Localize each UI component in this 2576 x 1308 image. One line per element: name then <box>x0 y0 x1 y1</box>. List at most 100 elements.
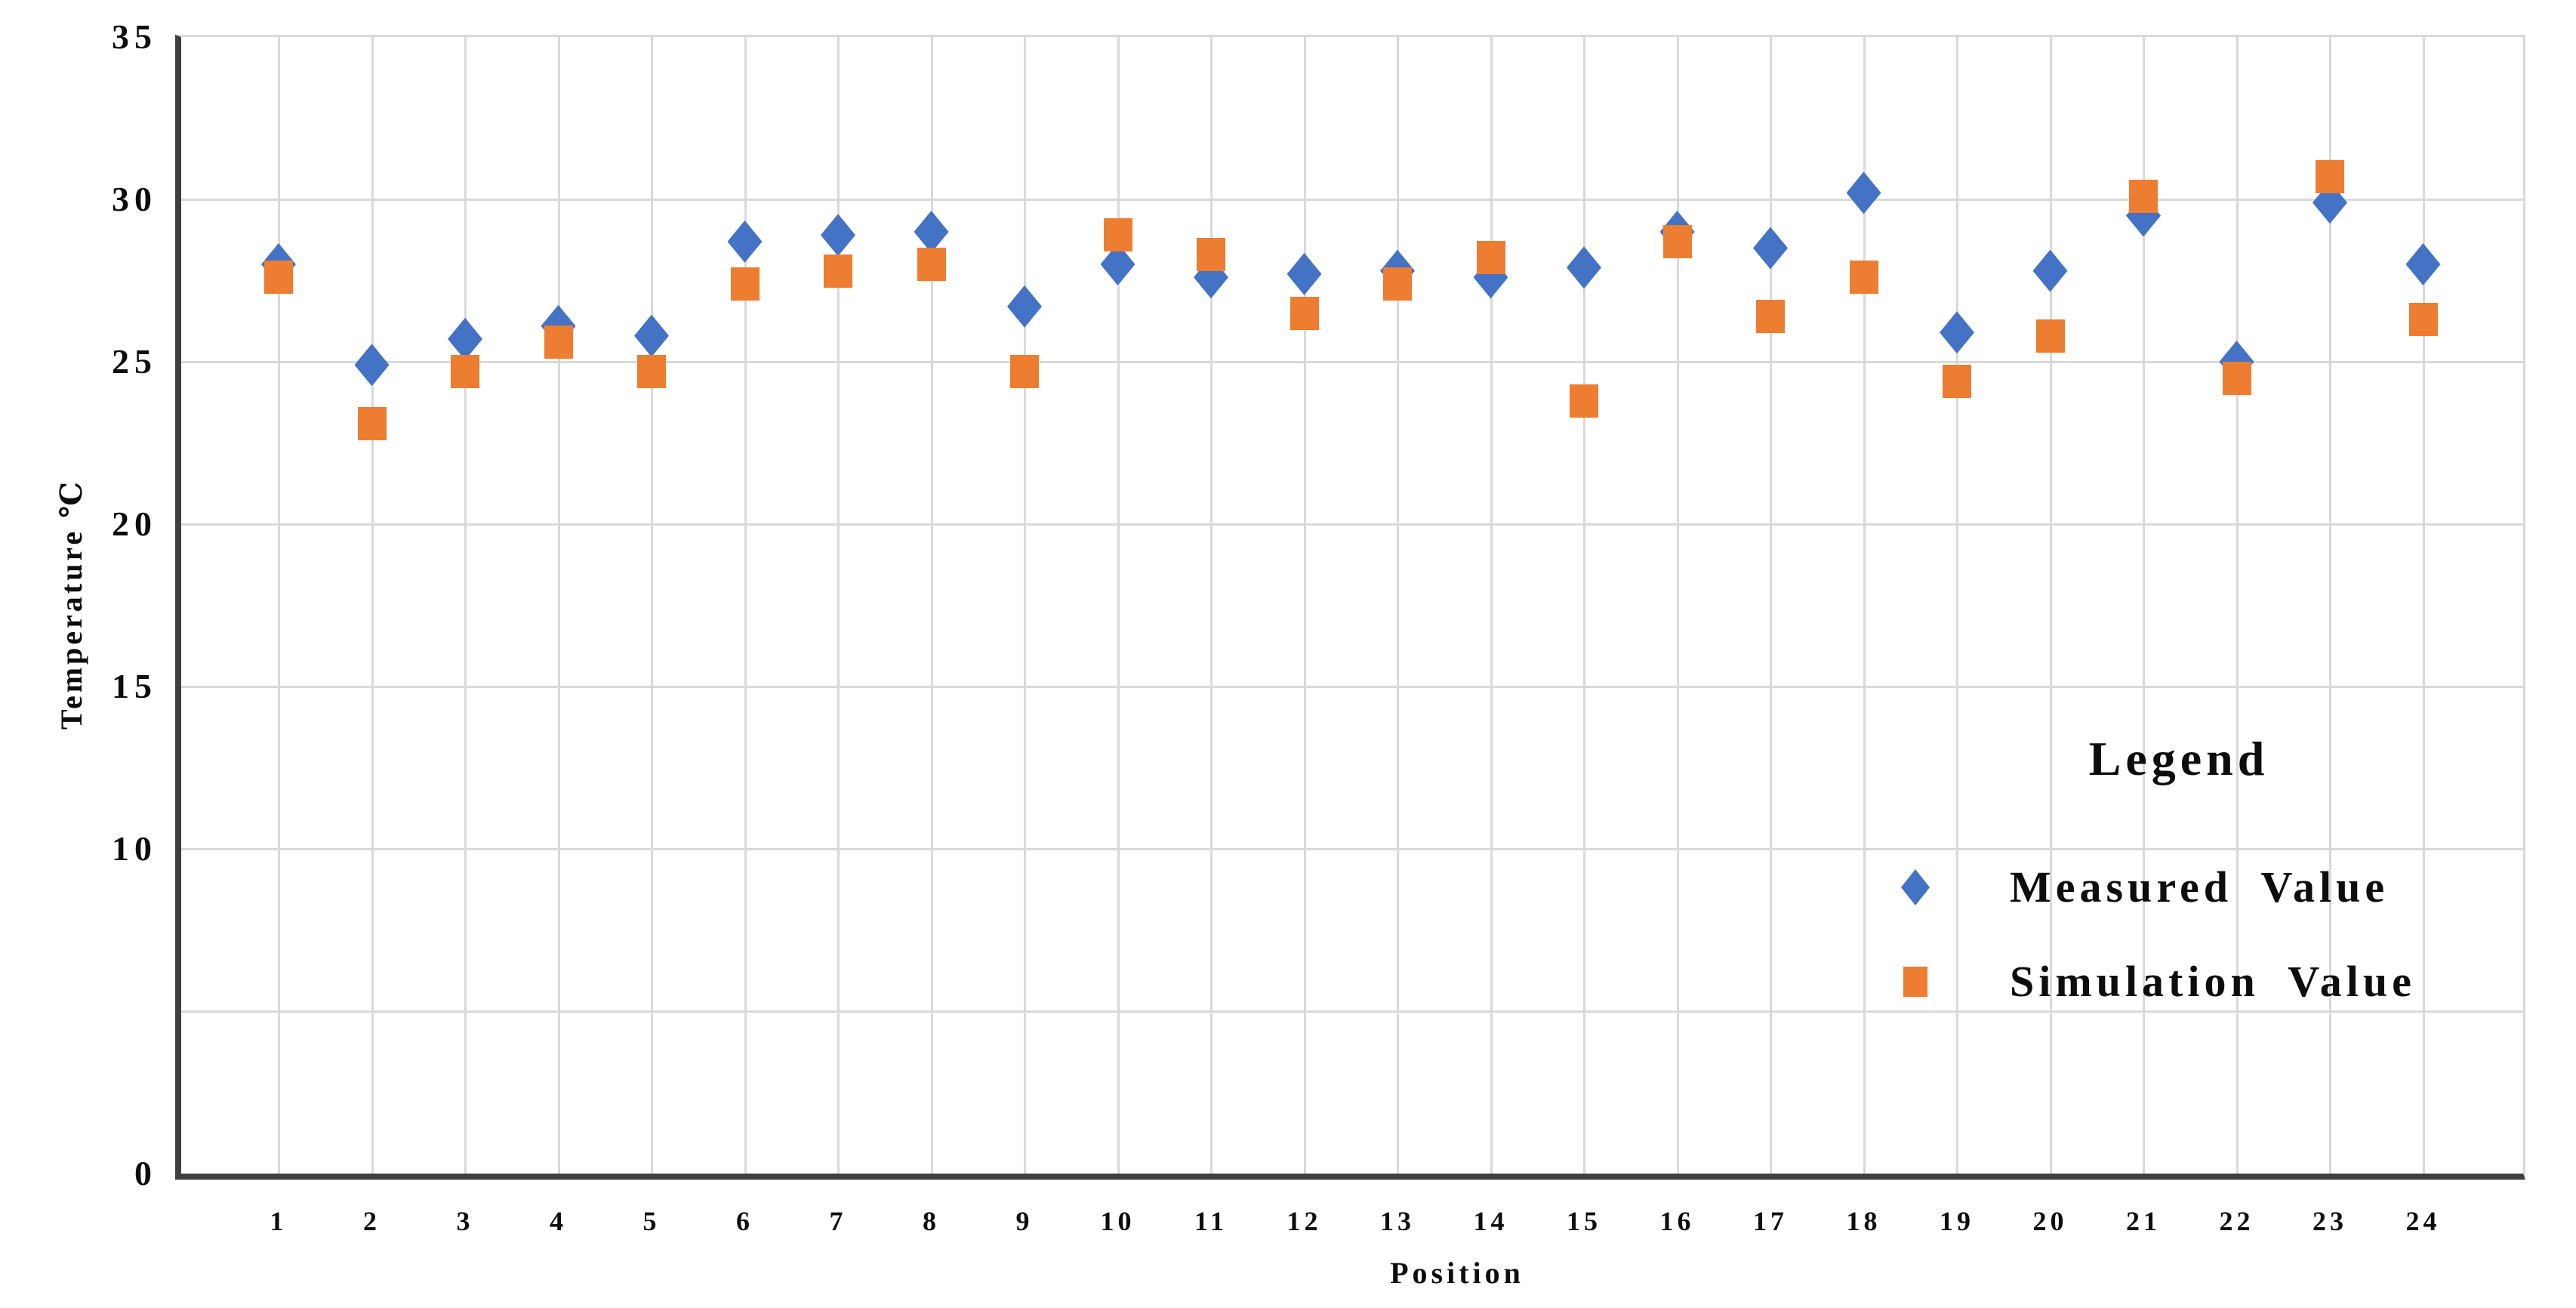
v-gridline-15 <box>1583 37 1585 1174</box>
point-measured-9 <box>1007 285 1042 328</box>
x-tick-16: 16 <box>1659 1206 1695 1236</box>
x-tick-14: 14 <box>1473 1206 1508 1236</box>
x-axis-title: Position <box>1390 1256 1524 1290</box>
x-tick-5: 5 <box>642 1206 661 1236</box>
v-gridline-19 <box>1956 37 1958 1174</box>
x-tick-20: 20 <box>2032 1206 2068 1236</box>
point-simulation-18 <box>1849 261 1878 295</box>
v-gridline-16 <box>1676 37 1679 1174</box>
x-tick-24: 24 <box>2405 1206 2441 1236</box>
v-gridline-6 <box>744 37 747 1174</box>
x-tick-21: 21 <box>2126 1206 2161 1236</box>
point-simulation-4 <box>544 325 573 359</box>
legend-title: Legend <box>2088 732 2269 785</box>
x-tick-6: 6 <box>736 1206 753 1236</box>
v-gridline-14 <box>1490 37 1493 1174</box>
x-tick-8: 8 <box>923 1206 940 1236</box>
x-tick-12: 12 <box>1286 1206 1322 1236</box>
x-tick-7: 7 <box>829 1206 847 1236</box>
y-tick-15: 15 <box>112 667 157 705</box>
point-simulation-8 <box>917 248 946 281</box>
x-tick-2: 2 <box>363 1206 381 1236</box>
v-gridline-20 <box>2049 37 2052 1174</box>
x-tick-17: 17 <box>1753 1206 1788 1236</box>
y-tick-35: 35 <box>112 17 157 56</box>
v-gridline-4 <box>557 37 560 1174</box>
point-simulation-16 <box>1662 224 1692 258</box>
point-measured-5 <box>634 314 669 357</box>
legend-label-simulation: Simulation Value <box>2010 957 2416 1006</box>
v-gridline-23 <box>2329 37 2331 1174</box>
v-gridline-2 <box>371 37 374 1174</box>
point-simulation-7 <box>824 254 852 288</box>
x-tick-15: 15 <box>1567 1206 1601 1236</box>
point-simulation-10 <box>1103 218 1132 252</box>
v-gridline-9 <box>1024 37 1026 1174</box>
point-measured-8 <box>914 211 949 253</box>
point-simulation-3 <box>451 354 479 388</box>
x-tick-13: 13 <box>1380 1206 1415 1236</box>
v-gridline-22 <box>2236 37 2239 1174</box>
x-tick-19: 19 <box>1940 1206 1974 1236</box>
point-simulation-5 <box>637 354 666 388</box>
v-gridline-18 <box>1863 37 1866 1174</box>
point-measured-2 <box>354 344 390 387</box>
x-tick-9: 9 <box>1015 1206 1034 1236</box>
point-measured-24 <box>2405 243 2441 285</box>
y-tick-30: 30 <box>112 180 157 218</box>
point-simulation-12 <box>1290 296 1319 330</box>
point-simulation-13 <box>1383 267 1412 301</box>
simulation-square-icon <box>1903 967 1927 997</box>
y-tick-10: 10 <box>112 829 157 868</box>
point-simulation-11 <box>1197 238 1225 272</box>
point-simulation-15 <box>1570 384 1598 418</box>
v-gridline-12 <box>1303 37 1306 1174</box>
point-measured-15 <box>1567 246 1601 289</box>
point-simulation-17 <box>1756 299 1785 333</box>
plot-area <box>175 35 2525 1180</box>
point-simulation-20 <box>2035 319 2065 353</box>
point-measured-19 <box>1940 311 1974 354</box>
point-measured-18 <box>1846 171 1881 214</box>
y-axis-title: Temperature ℃ <box>54 478 88 730</box>
point-measured-20 <box>2032 249 2068 292</box>
v-gridline-17 <box>1770 37 1772 1174</box>
point-simulation-24 <box>2408 303 2438 337</box>
x-tick-3: 3 <box>456 1206 474 1236</box>
v-gridline-21 <box>2143 37 2145 1174</box>
h-gridline-10 <box>181 848 2523 850</box>
point-measured-12 <box>1286 252 1322 295</box>
point-simulation-19 <box>1943 364 1971 398</box>
h-gridline-15 <box>181 686 2523 688</box>
y-tick-20: 20 <box>112 504 157 543</box>
x-tick-1: 1 <box>270 1206 288 1236</box>
point-simulation-9 <box>1010 354 1039 388</box>
point-simulation-22 <box>2222 361 2251 395</box>
v-gridline-10 <box>1117 37 1120 1174</box>
point-simulation-23 <box>2316 159 2344 193</box>
point-simulation-21 <box>2129 179 2158 213</box>
v-gridline-5 <box>651 37 653 1174</box>
x-tick-22: 22 <box>2219 1206 2254 1236</box>
point-measured-7 <box>821 214 855 257</box>
x-tick-10: 10 <box>1100 1206 1135 1236</box>
v-gridline-11 <box>1210 37 1213 1174</box>
v-gridline-13 <box>1397 37 1399 1174</box>
v-gridline-3 <box>464 37 467 1174</box>
h-gridline-30 <box>181 199 2523 201</box>
h-gridline-20 <box>181 523 2523 526</box>
point-measured-17 <box>1753 227 1788 270</box>
y-tick-25: 25 <box>112 342 157 381</box>
y-tick-0: 0 <box>134 1154 157 1192</box>
point-measured-6 <box>727 220 763 263</box>
v-gridline-7 <box>837 37 840 1174</box>
point-simulation-6 <box>730 267 760 301</box>
h-gridline-5 <box>181 1010 2523 1013</box>
x-tick-11: 11 <box>1194 1206 1228 1236</box>
h-gridline-25 <box>181 361 2523 363</box>
legend-label-measured: Measured Value <box>2010 862 2390 912</box>
x-tick-23: 23 <box>2313 1206 2347 1236</box>
point-simulation-2 <box>357 406 387 440</box>
x-tick-4: 4 <box>550 1206 567 1236</box>
